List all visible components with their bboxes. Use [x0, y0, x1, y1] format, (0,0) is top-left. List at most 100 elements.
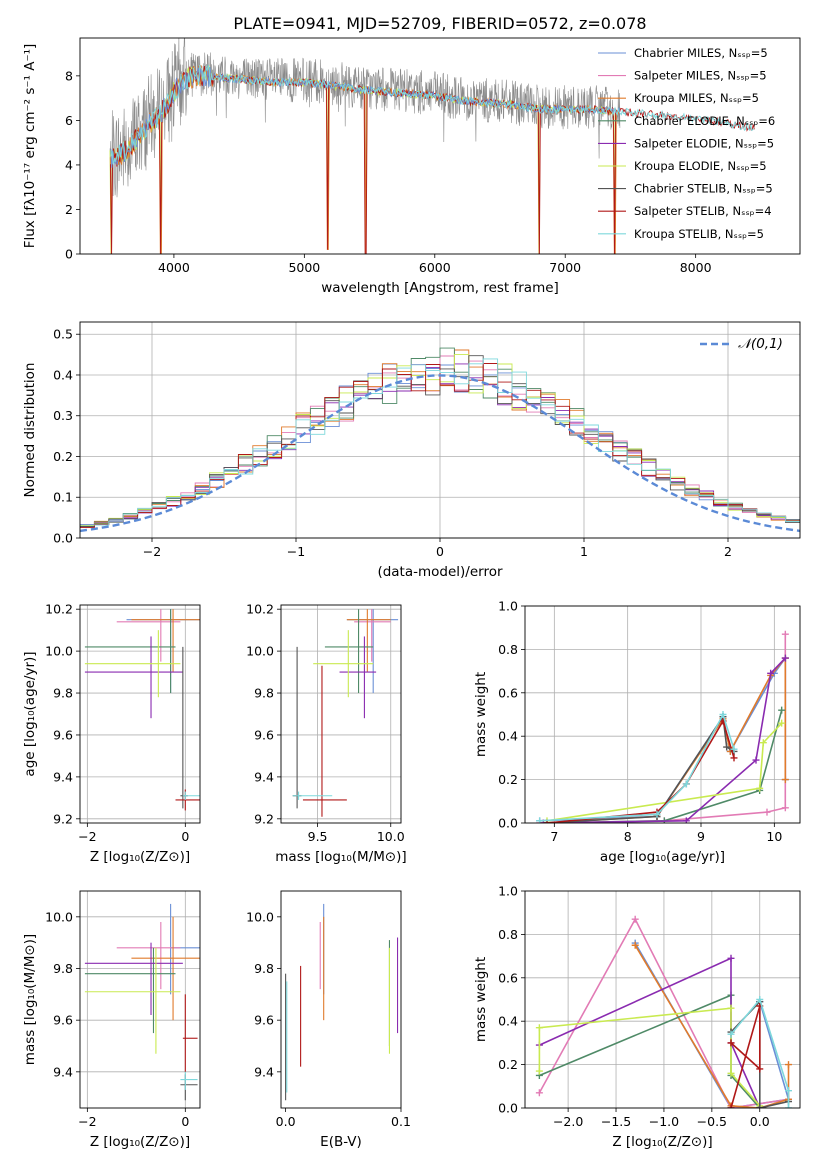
series-kroupa-stelib [727, 996, 793, 1108]
errorbar-chabrier-elodie [84, 609, 176, 694]
plot-area [84, 903, 200, 1101]
legend-label-chabrier-stelib: Chabrier STELIB, Nₛₛₚ=5 [634, 182, 773, 196]
legend-label-salpeter-elodie: Salpeter ELODIE, Nₛₛₚ=5 [634, 136, 774, 150]
y-tick-label: 0.4 [498, 729, 518, 744]
series-chabrier-miles [536, 654, 789, 823]
y-axis-label: Flux [fλ10⁻¹⁷ erg cm⁻² s⁻¹ A⁻¹] [22, 44, 38, 249]
data-point-marker [535, 1067, 543, 1075]
data-point-marker [727, 1104, 735, 1108]
errorbar-chabrier-elodie [324, 609, 374, 694]
y-tick-label: 8 [65, 68, 73, 83]
series-line [543, 655, 787, 823]
series-salpeter-elodie [539, 654, 789, 823]
errorbar-salpeter-stelib [302, 665, 347, 817]
data-point-marker [727, 954, 735, 962]
axes-frame [524, 890, 801, 1109]
errorbar-kroupa-miles [346, 609, 391, 673]
x-tick-label: −2.0 [553, 1114, 583, 1129]
x-tick-label: 8 [624, 829, 632, 844]
y-tick-label: 1.0 [498, 884, 518, 899]
series-line [539, 655, 787, 822]
mass-vs-metallicity-panel: −2 0 9.4 9.6 9.8 10.0 Z [log₁₀(Z/Z⊙)] mass [log… [22, 890, 201, 1150]
y-tick-label: 10.0 [246, 909, 274, 924]
x-tick-label: 5000 [288, 260, 320, 275]
legend-label-kroupa-stelib: Kroupa STELIB, Nₛₛₚ=5 [634, 227, 764, 241]
legend-label-salpeter-miles: Salpeter MILES, Nₛₛₚ=5 [634, 69, 767, 83]
x-tick-label: 10.0 [377, 829, 405, 844]
y-tick-label: 0.5 [53, 327, 73, 342]
axes-frame [280, 604, 402, 824]
series-line [546, 722, 783, 822]
age-vs-metallicity-panel: −2 0 9.2 9.4 9.6 9.8 10.0 10.2 Z [log₁₀(Z/Z⊙)] ag… [22, 602, 201, 865]
x-axis-label: E(B-V) [320, 1134, 362, 1150]
weight-vs-age-panel: 7 8 9 10 0.0 0.2 0.4 0.6 0.8 1.0 age [log₁₀(age/yr… [473, 599, 801, 865]
series-line [543, 657, 786, 823]
data-point-marker [730, 745, 738, 753]
data-point-marker [756, 1065, 764, 1073]
data-point-marker [785, 1104, 793, 1108]
residuals-panel: −2 −1 0 1 2 0.0 0.1 0.2 0.3 0.4 0.5 (data-model)/er… [22, 321, 801, 580]
x-tick-label: 7 [550, 829, 558, 844]
data-point-marker [730, 754, 738, 762]
y-tick-label: 0.2 [498, 1057, 518, 1072]
y-tick-label: 2 [65, 202, 73, 217]
data-point-marker [536, 817, 544, 823]
series-line [538, 1007, 761, 1107]
data-point-marker [785, 1061, 793, 1069]
data-point-marker [756, 996, 764, 1003]
x-tick-label: 1 [580, 544, 588, 559]
age-vs-mass-panel: 9.5 10.0 9.2 9.4 9.6 9.8 10.0 10.2 mass [log₁₀(M… [246, 602, 407, 865]
errorbar-kroupa-elodie [84, 947, 181, 1054]
y-tick-label: 10.0 [45, 909, 73, 924]
x-tick-label: 8000 [680, 260, 712, 275]
plot-area [80, 347, 800, 533]
data-point-marker [682, 817, 690, 823]
data-point-marker [752, 756, 760, 764]
data-point-marker [785, 1087, 793, 1095]
errorbar-salpeter-miles [354, 609, 391, 662]
data-point-marker [756, 1104, 764, 1108]
legend-label-chabrier-elodie: Chabrier ELODIE, Nₛₛₚ=6 [634, 114, 775, 128]
x-axis-label: mass [log₁₀(M/M⊙)] [275, 849, 406, 865]
y-tick-label: 0.0 [498, 1101, 518, 1116]
weight-vs-metallicity-panel: −2.0 −1.5 −1.0 −0.5 0.0 0.0 0.2 0.4 0.6 0.8 1.0 Z [… [473, 884, 801, 1150]
data-point-marker [727, 1030, 735, 1038]
legend: 𝒩(0,1) [700, 336, 783, 352]
y-tick-label: 9.6 [53, 727, 73, 742]
y-tick-label: 9.8 [254, 686, 274, 701]
y-tick-label: 9.2 [254, 811, 274, 826]
y-tick-label: 9.6 [254, 1013, 274, 1028]
x-tick-label: 4000 [158, 260, 190, 275]
data-point-marker [727, 1004, 735, 1012]
x-tick-label: −2 [78, 829, 96, 844]
axes-frame [79, 321, 801, 539]
data-point-marker [759, 739, 767, 747]
axes-frame [524, 605, 801, 824]
legend-label-gaussian: 𝒩(0,1) [738, 336, 783, 352]
x-tick-label: 9.5 [308, 829, 328, 844]
legend-label-kroupa-elodie: Kroupa ELODIE, Nₛₛₚ=5 [634, 159, 767, 173]
y-tick-label: 6 [65, 113, 73, 128]
gridlines [80, 891, 200, 1108]
gridlines [281, 605, 401, 823]
x-tick-label: 0 [436, 544, 444, 559]
y-tick-label: 9.4 [53, 1064, 73, 1079]
series-kroupa-miles [539, 654, 789, 823]
y-tick-label: 10.0 [45, 644, 73, 659]
x-tick-label: 0.1 [391, 1114, 411, 1129]
y-tick-label: 9.8 [53, 686, 73, 701]
errorbar-chabrier-stelib [292, 646, 302, 809]
y-tick-label: 0.4 [53, 367, 73, 382]
y-tick-label: 9.6 [53, 1013, 73, 1028]
plot-area [292, 609, 399, 817]
plot-area [285, 903, 399, 1101]
x-tick-label: −1.5 [601, 1114, 631, 1129]
legend-label-salpeter-stelib: Salpeter STELIB, Nₛₛₚ=4 [634, 204, 772, 218]
x-axis-label: Z [log₁₀(Z/Z⊙)] [90, 1134, 190, 1150]
y-tick-label: 9.6 [254, 727, 274, 742]
y-tick-label: 9.4 [254, 769, 274, 784]
spectrum-panel: 4000 5000 6000 7000 8000 0 2 4 6 8 wavelength [Ang… [22, 37, 801, 296]
data-point-marker [653, 810, 661, 818]
y-axis-label: mass weight [473, 672, 489, 757]
